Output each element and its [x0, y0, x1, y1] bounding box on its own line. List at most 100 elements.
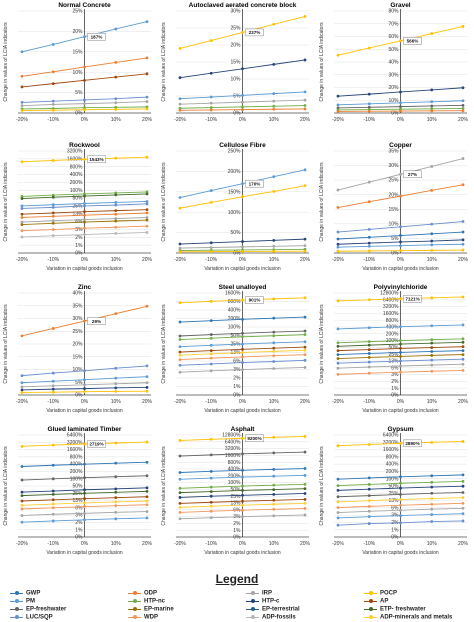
data-point [51, 519, 55, 523]
data-point [145, 460, 149, 464]
y-tick-label: 6400% [383, 297, 399, 303]
data-point [51, 43, 55, 46]
legend-swatch-icon [246, 614, 259, 620]
data-point [461, 484, 465, 488]
data-point [430, 104, 434, 108]
data-point [336, 188, 340, 192]
data-point [20, 520, 24, 524]
x-tick-label: 20% [300, 117, 311, 123]
data-point [399, 101, 402, 105]
data-point [51, 489, 55, 493]
x-tick-label: 0% [239, 541, 247, 547]
data-point [367, 180, 371, 184]
data-point [145, 510, 149, 513]
data-point [399, 240, 402, 244]
data-point [178, 334, 182, 338]
x-tick-label: -10% [205, 541, 217, 547]
y-axis-label: Change in values of LCIA indicators [161, 446, 167, 526]
data-point [114, 212, 118, 216]
legend-title: Legend [215, 572, 259, 586]
x-tick-label: 10% [427, 117, 438, 123]
callout-label: 1543% [89, 157, 103, 162]
data-point [145, 208, 149, 212]
data-point [20, 74, 24, 78]
data-point [51, 387, 55, 391]
y-axis-label: Change in values of LCIA indicators [3, 162, 9, 242]
data-point [399, 194, 402, 198]
callout-label: 187% [91, 34, 103, 39]
y-tick-label: 10% [72, 70, 83, 76]
callout-label: 29% [92, 319, 101, 324]
data-point [367, 46, 371, 50]
data-point [145, 224, 149, 228]
data-point [272, 488, 276, 491]
data-point [51, 203, 55, 207]
data-point [461, 238, 465, 242]
data-point [430, 497, 434, 500]
x-tick-label: -20% [16, 541, 28, 547]
data-point [178, 345, 182, 349]
legend-item: AP [364, 598, 388, 605]
data-point [114, 61, 118, 64]
data-point [209, 494, 213, 498]
x-tick-label: -20% [16, 257, 28, 263]
callout-label: 566% [407, 39, 419, 44]
data-point [399, 514, 402, 517]
data-point [367, 105, 371, 109]
legend-label: LUC/SQP [26, 614, 53, 621]
data-point [178, 338, 182, 341]
data-point [399, 521, 402, 525]
data-point [114, 487, 118, 491]
data-point [272, 474, 276, 478]
data-point [20, 85, 24, 89]
callout-box [245, 179, 264, 188]
x-tick-label: -10% [47, 257, 59, 263]
y-tick-label: 400% [386, 462, 399, 468]
data-point [241, 503, 244, 507]
data-point [83, 462, 86, 466]
y-tick-label: 1600% [383, 447, 399, 453]
x-axis-label: Variation in capital goods inclusion [204, 408, 281, 414]
data-point [178, 250, 182, 254]
data-point [51, 70, 55, 74]
y-tick-label: 1% [233, 528, 241, 534]
x-axis-label: Variation in capital goods inclusion [362, 408, 439, 414]
data-point [114, 209, 118, 213]
data-point [303, 366, 307, 369]
data-point [51, 506, 55, 510]
data-point [303, 498, 307, 501]
data-point [336, 506, 340, 510]
data-point [209, 485, 213, 489]
chart-title: Glued laminated Timber [48, 426, 122, 433]
data-point [209, 189, 213, 192]
x-tick-label: 10% [269, 257, 280, 263]
data-point [178, 454, 182, 458]
data-point [399, 342, 402, 346]
data-point [336, 341, 340, 345]
legend-item: PM [10, 598, 35, 605]
data-point [336, 206, 340, 209]
data-point [399, 475, 402, 479]
data-point [114, 496, 118, 500]
data-point [241, 468, 244, 472]
x-tick-label: 10% [269, 117, 280, 123]
data-point [430, 165, 434, 168]
data-point [20, 220, 24, 224]
data-point [336, 110, 340, 113]
data-point [51, 477, 55, 481]
data-point [145, 486, 149, 490]
data-point [209, 469, 213, 473]
y-tick-label: 800% [386, 454, 399, 460]
data-point [83, 102, 86, 106]
data-point [145, 516, 149, 520]
x-tick-label: -10% [47, 541, 59, 547]
data-point [178, 363, 182, 367]
data-point [178, 471, 182, 474]
chart-title: Gypsum [387, 426, 413, 433]
data-point [51, 219, 55, 223]
y-axis-label: Change in values of LCIA indicators [3, 446, 9, 526]
data-point [209, 250, 213, 254]
data-point [83, 497, 86, 501]
data-point [241, 331, 244, 335]
data-point [272, 244, 276, 248]
